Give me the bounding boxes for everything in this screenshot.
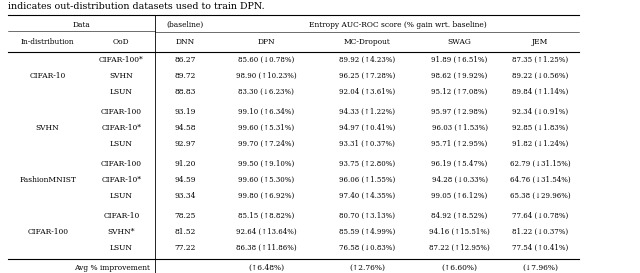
Text: CIFAR-100: CIFAR-100 — [100, 160, 142, 168]
Text: 76.58 (↓0.83%): 76.58 (↓0.83%) — [339, 244, 396, 252]
Text: LSUN: LSUN — [110, 88, 132, 96]
Text: 65.38 (↓29.96%): 65.38 (↓29.96%) — [510, 192, 570, 200]
Text: LSUN: LSUN — [110, 140, 132, 148]
Text: LSUN: LSUN — [110, 244, 132, 252]
Text: (baseline): (baseline) — [166, 20, 204, 29]
Text: 92.85 (↓1.83%): 92.85 (↓1.83%) — [512, 124, 568, 132]
Text: (↓7.96%): (↓7.96%) — [522, 264, 558, 272]
Text: 95.97 (↑2.98%): 95.97 (↑2.98%) — [431, 108, 488, 116]
Text: (↑6.48%): (↑6.48%) — [248, 264, 284, 272]
Text: 89.22 (↓0.56%): 89.22 (↓0.56%) — [512, 72, 568, 80]
Text: SVHN: SVHN — [109, 72, 133, 80]
Text: 83.30 (↓6.23%): 83.30 (↓6.23%) — [238, 88, 294, 96]
Text: 94.59: 94.59 — [175, 176, 196, 184]
Text: 89.92 (↑4.23%): 89.92 (↑4.23%) — [339, 56, 396, 64]
Text: 93.31 (↑0.37%): 93.31 (↑0.37%) — [339, 140, 396, 148]
Text: 86.27: 86.27 — [175, 56, 196, 64]
Text: SWAG: SWAG — [447, 38, 472, 46]
Text: 95.71 (↑2.95%): 95.71 (↑2.95%) — [431, 140, 488, 148]
Text: 88.83: 88.83 — [175, 88, 196, 96]
Text: 77.64 (↓0.78%): 77.64 (↓0.78%) — [512, 212, 568, 220]
Text: 96.19 (↑5.47%): 96.19 (↑5.47%) — [431, 160, 488, 168]
Text: 64.76 (↓31.54%): 64.76 (↓31.54%) — [510, 176, 570, 184]
Text: CIFAR-100*: CIFAR-100* — [99, 56, 143, 64]
Text: 99.50 (↑9.10%): 99.50 (↑9.10%) — [238, 160, 294, 168]
Text: Entropy AUC-ROC score (% gain wrt. baseline): Entropy AUC-ROC score (% gain wrt. basel… — [308, 20, 486, 29]
Text: 93.19: 93.19 — [175, 108, 196, 116]
Text: In-distribution: In-distribution — [21, 38, 74, 46]
Text: 98.90 (↑10.23%): 98.90 (↑10.23%) — [236, 72, 296, 80]
Text: 97.40 (↑4.35%): 97.40 (↑4.35%) — [339, 192, 396, 200]
Text: FashionMNIST: FashionMNIST — [19, 176, 76, 184]
Text: (↑6.60%): (↑6.60%) — [442, 264, 477, 272]
Text: 91.20: 91.20 — [175, 160, 196, 168]
Text: 81.52: 81.52 — [175, 228, 196, 236]
Text: 89.72: 89.72 — [175, 72, 196, 80]
Text: 95.12 (↑7.08%): 95.12 (↑7.08%) — [431, 88, 488, 96]
Text: 99.60 (↑5.30%): 99.60 (↑5.30%) — [238, 176, 294, 184]
Text: 92.04 (↑3.61%): 92.04 (↑3.61%) — [339, 88, 396, 96]
Text: 94.58: 94.58 — [175, 124, 196, 132]
Text: DNN: DNN — [175, 38, 195, 46]
Text: Avg % improvement: Avg % improvement — [74, 264, 150, 272]
Text: 94.16 (↑15.51%): 94.16 (↑15.51%) — [429, 228, 490, 236]
Text: 92.34 (↓0.91%): 92.34 (↓0.91%) — [512, 108, 568, 116]
Text: 81.22 (↓0.37%): 81.22 (↓0.37%) — [512, 228, 568, 236]
Text: 89.84 (↑1.14%): 89.84 (↑1.14%) — [512, 88, 568, 96]
Text: Data: Data — [72, 20, 90, 29]
Text: 77.22: 77.22 — [175, 244, 196, 252]
Text: 91.82 (↓1.24%): 91.82 (↓1.24%) — [512, 140, 568, 148]
Text: 87.22 (↑12.95%): 87.22 (↑12.95%) — [429, 244, 490, 252]
Text: CIFAR-10: CIFAR-10 — [103, 212, 140, 220]
Text: CIFAR-10*: CIFAR-10* — [101, 176, 141, 184]
Text: 85.59 (↑4.99%): 85.59 (↑4.99%) — [339, 228, 396, 236]
Text: OoD: OoD — [113, 38, 129, 46]
Text: SVHN*: SVHN* — [108, 228, 135, 236]
Text: CIFAR-10*: CIFAR-10* — [101, 124, 141, 132]
Text: 93.75 (↑2.80%): 93.75 (↑2.80%) — [339, 160, 396, 168]
Text: 92.97: 92.97 — [175, 140, 196, 148]
Text: 99.10 (↑6.34%): 99.10 (↑6.34%) — [238, 108, 294, 116]
Text: 94.33 (↑1.22%): 94.33 (↑1.22%) — [339, 108, 396, 116]
Text: 86.38 (↑11.86%): 86.38 (↑11.86%) — [236, 244, 296, 252]
Text: indicates out-distribution datasets used to train DPN.: indicates out-distribution datasets used… — [8, 2, 264, 11]
Text: LSUN: LSUN — [110, 192, 132, 200]
Text: 99.70 (↑7.24%): 99.70 (↑7.24%) — [238, 140, 294, 148]
Text: 99.80 (↑6.92%): 99.80 (↑6.92%) — [238, 192, 294, 200]
Text: MC-Dropout: MC-Dropout — [344, 38, 391, 46]
Text: 87.35 (↑1.25%): 87.35 (↑1.25%) — [512, 56, 568, 64]
Text: 85.60 (↓0.78%): 85.60 (↓0.78%) — [238, 56, 294, 64]
Text: CIFAR-100: CIFAR-100 — [27, 228, 68, 236]
Text: 93.34: 93.34 — [175, 192, 196, 200]
Text: SVHN: SVHN — [36, 124, 60, 132]
Text: 85.15 (↑8.82%): 85.15 (↑8.82%) — [238, 212, 294, 220]
Text: 96.25 (↑7.28%): 96.25 (↑7.28%) — [339, 72, 396, 80]
Text: DPN: DPN — [257, 38, 275, 46]
Text: 94.28 (↓0.33%): 94.28 (↓0.33%) — [431, 176, 488, 184]
Text: 84.92 (↑8.52%): 84.92 (↑8.52%) — [431, 212, 488, 220]
Text: 94.97 (↑0.41%): 94.97 (↑0.41%) — [339, 124, 396, 132]
Text: 91.89 (↑6.51%): 91.89 (↑6.51%) — [431, 56, 488, 64]
Text: 62.79 (↓31.15%): 62.79 (↓31.15%) — [510, 160, 570, 168]
Text: JEM: JEM — [532, 38, 548, 46]
Text: CIFAR-100: CIFAR-100 — [100, 108, 142, 116]
Text: 98.62 (↑9.92%): 98.62 (↑9.92%) — [431, 72, 488, 80]
Text: (↑2.76%): (↑2.76%) — [349, 264, 385, 272]
Text: CIFAR-10: CIFAR-10 — [29, 72, 66, 80]
Text: 78.25: 78.25 — [175, 212, 196, 220]
Text: 99.05 (↑6.12%): 99.05 (↑6.12%) — [431, 192, 488, 200]
Text: 96.03 (↑1.53%): 96.03 (↑1.53%) — [431, 124, 488, 132]
Text: 96.06 (↑1.55%): 96.06 (↑1.55%) — [339, 176, 396, 184]
Text: 80.70 (↑3.13%): 80.70 (↑3.13%) — [339, 212, 396, 220]
Text: 99.60 (↑5.31%): 99.60 (↑5.31%) — [238, 124, 294, 132]
Text: 77.54 (↑0.41%): 77.54 (↑0.41%) — [512, 244, 568, 252]
Text: 92.64 (↑13.64%): 92.64 (↑13.64%) — [236, 228, 296, 236]
